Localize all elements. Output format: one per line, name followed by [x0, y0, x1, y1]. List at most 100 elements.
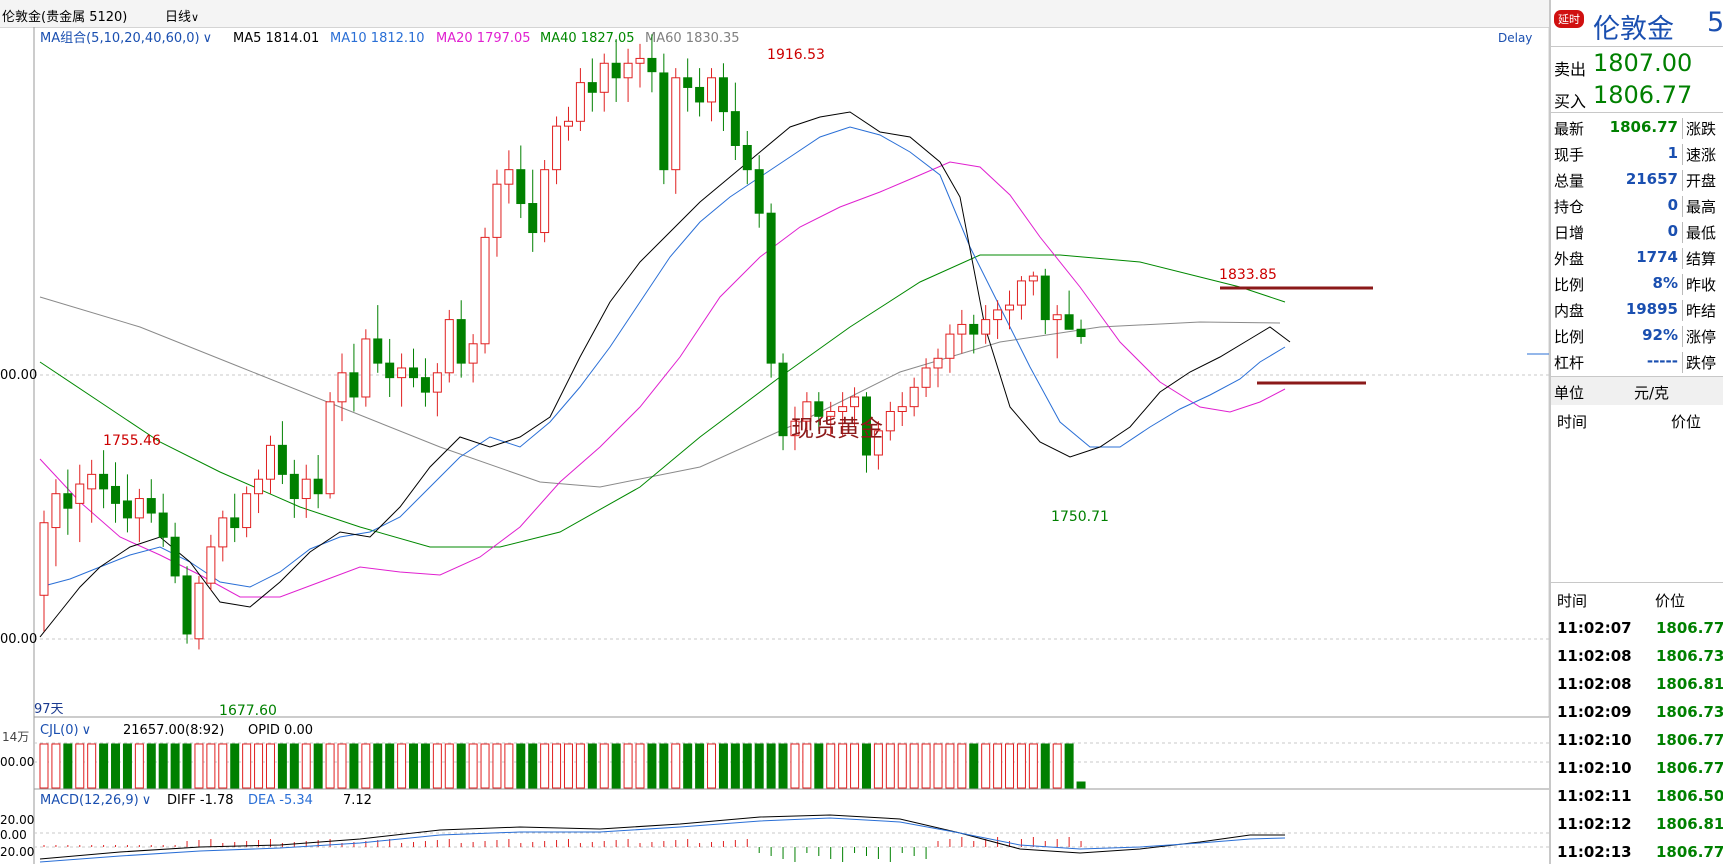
candle [1052, 314, 1062, 321]
quote-row-label-secondary: 最高 [1682, 196, 1716, 217]
quote-row-value: ----- [1646, 352, 1678, 370]
period-selector[interactable]: 日线∨ [165, 6, 199, 25]
candle [1076, 328, 1086, 338]
quote-row-label: 日增 [1554, 224, 1585, 242]
volume-bar [1064, 743, 1074, 789]
volume-bar [194, 743, 204, 789]
candle [838, 406, 848, 412]
chevron-down-icon: ∨ [82, 723, 92, 738]
ma60-legend: MA60 1830.35 [645, 31, 740, 46]
sell-value: 1807.00 [1593, 49, 1693, 77]
tick-row[interactable]: 11:02:11 1806.50 [1551, 782, 1723, 810]
volume-indicator-label[interactable]: CJL(0) ∨ [40, 723, 91, 738]
volume-bar [873, 743, 883, 789]
tick-row[interactable]: 11:02:10 1806.77 [1551, 726, 1723, 754]
tick-row[interactable]: 11:02:08 1806.81 [1551, 670, 1723, 698]
tick-row[interactable]: 11:02:07 1806.77 [1551, 614, 1723, 642]
volume-bar [742, 743, 752, 789]
volume-bar [254, 743, 264, 789]
tick-price-header: 价位 [1655, 592, 1686, 610]
candle [63, 493, 73, 509]
volume-bar [444, 743, 454, 789]
buy-quote: 买入 1806.77 [1551, 80, 1723, 111]
candle [850, 396, 860, 408]
macd-diff-line [39, 814, 1285, 860]
candle [39, 522, 49, 596]
tick-time: 11:02:09 [1557, 703, 1632, 721]
volume-axis-label-top: 14万 [2, 730, 29, 744]
tick-row[interactable]: 11:02:08 1806.73 [1551, 642, 1723, 670]
candle [1016, 280, 1026, 306]
ma40-legend: MA40 1827.05 [540, 31, 635, 46]
volume-bar [850, 743, 860, 789]
volume-bar [1016, 743, 1026, 789]
candle [158, 512, 168, 538]
tick-row[interactable]: 11:02:13 1806.77 [1551, 838, 1723, 864]
candle [289, 473, 299, 500]
tick-row[interactable]: 11:02:09 1806.73 [1551, 698, 1723, 726]
tick-row[interactable]: 11:02:10 1806.77 [1551, 754, 1723, 782]
tick-row[interactable]: 11:02:12 1806.81 [1551, 810, 1723, 838]
quote-row: 比例 92% 涨停 [1551, 322, 1723, 348]
period-label: 日线 [165, 10, 192, 25]
macd-indicator-label[interactable]: MACD(12,26,9) ∨ [40, 793, 151, 808]
candle [361, 338, 371, 398]
volume-bar [349, 743, 359, 789]
macd-diff-value: DIFF -1.78 [167, 793, 234, 808]
tick-time: 11:02:11 [1557, 787, 1632, 805]
quote-row-label-secondary: 最低 [1682, 222, 1716, 243]
chevron-down-icon: ∨ [142, 793, 152, 808]
volume-value: 21657.00(8:92) [123, 723, 224, 738]
volume-bar [206, 743, 216, 789]
symbol-title[interactable]: 伦敦金(贵金属 5120) [2, 10, 128, 25]
volume-bar [802, 743, 812, 789]
quote-panel: 延时 伦敦金 51 卖出 1807.00 买入 1806.77 最新 1806.7… [1549, 0, 1723, 864]
candle [957, 323, 967, 335]
volume-bar [647, 743, 657, 789]
volume-bar [432, 743, 442, 789]
quote-row-label-secondary: 结算 [1682, 248, 1716, 269]
candle [218, 517, 228, 548]
quote-row-label-secondary: 涨停 [1682, 326, 1716, 347]
candle [885, 410, 895, 432]
volume-bar [289, 743, 299, 789]
volume-bar [277, 743, 287, 789]
volume-bar [695, 743, 705, 789]
macd-axis-label-bottom: 20.00 [0, 845, 34, 859]
quote-row: 杠杆 ----- 跌停 [1551, 348, 1723, 374]
ma20-legend: MA20 1797.05 [436, 31, 531, 46]
candle [707, 77, 717, 103]
tick-list-header: 时间 价位 [1551, 584, 1723, 614]
volume-bar [51, 743, 61, 789]
volume-bar [99, 743, 109, 789]
volume-bar [301, 743, 311, 789]
volume-bar [897, 743, 907, 789]
quote-row: 现手 1 速涨 [1551, 140, 1723, 166]
candle [742, 144, 752, 171]
volume-bar [218, 743, 228, 789]
candle [468, 343, 478, 364]
quote-row-value: 1806.77 [1609, 118, 1678, 136]
volume-bar [993, 743, 1003, 789]
chart-toolbar: 伦敦金(贵金属 5120) 日线∨ [0, 0, 1549, 28]
volume-bar [814, 743, 824, 789]
quote-row: 内盘 19895 昨结 [1551, 296, 1723, 322]
unit-value: 元/克 [1634, 384, 1670, 402]
candle [420, 377, 430, 393]
tick-time: 11:02:08 [1557, 647, 1632, 665]
candle [671, 77, 681, 171]
candle [170, 536, 180, 577]
ma-combo-label[interactable]: MA组合(5,10,20,40,60,0) ∨ [40, 31, 212, 46]
instrument-code: 51 [1707, 7, 1723, 38]
volume-axis-label-mid: 00.00 [0, 755, 34, 769]
quote-row-label: 内盘 [1554, 302, 1585, 320]
quote-row-value: 19895 [1625, 300, 1678, 318]
macd-dea-value: DEA -5.34 [248, 793, 313, 808]
candle [909, 386, 919, 408]
kline-chart[interactable]: 00.00 00.00 14万 00.00 20.00 0.00 20.00 M… [0, 26, 1550, 864]
quote-row-value: 21657 [1625, 170, 1678, 188]
candle [575, 82, 585, 122]
candle [611, 62, 621, 79]
candle [373, 338, 383, 364]
tick-price: 1806.77 [1656, 759, 1723, 777]
